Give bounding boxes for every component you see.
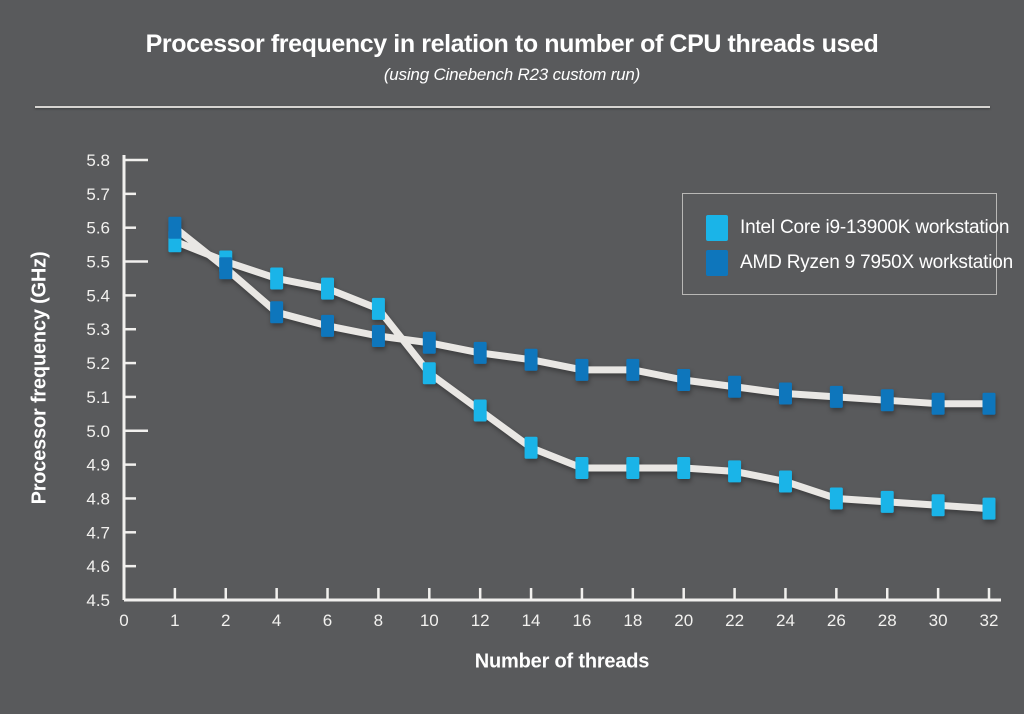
x-tick-label: 2 [221,611,230,630]
x-tick-label: 16 [572,611,591,630]
amd-data-marker [931,392,945,415]
x-axis-title: Number of threads [474,650,650,673]
amd-series-swatch [706,250,728,276]
x-tick-label: 4 [272,611,281,630]
amd-data-marker [982,392,996,415]
intel-data-marker [982,497,996,520]
x-tick-label: 8 [374,611,383,630]
y-tick-label: 5.0 [86,422,110,441]
y-tick-label: 5.2 [86,354,110,373]
legend: Intel Core i9-13900K workstation AMD Ryz… [682,193,1013,295]
y-axis-title: Processor frequency (GHz) [28,251,51,505]
x-tick-label: 20 [674,611,693,630]
amd-series-label: AMD Ryzen 9 7950X workstation [740,252,1013,273]
chart-title: Processor frequency in relation to numbe… [145,30,879,58]
x-tick-label: 22 [725,611,744,630]
intel-data-marker [829,487,843,510]
x-tick-label: 10 [420,611,439,630]
x-tick-label: 1 [170,611,179,630]
intel-data-marker [677,457,691,479]
x-tick-label: 32 [980,611,999,630]
y-tick-label: 5.3 [86,320,110,339]
intel-data-marker [931,494,945,517]
intel-data-marker [270,267,284,290]
y-tick-label: 5.6 [86,219,110,238]
y-tick-label: 5.7 [86,185,110,204]
y-tick-label: 4.7 [86,523,110,542]
y-tick-label: 5.1 [86,388,110,407]
y-tick-label: 4.8 [86,489,110,508]
x-tick-label: 14 [522,611,541,630]
amd-data-marker [168,216,182,239]
intel-data-marker [778,470,792,493]
y-tick-label: 5.8 [86,151,110,170]
amd-data-marker [524,348,538,371]
amd-data-marker [219,257,233,280]
intel-data-marker [422,362,436,385]
amd-data-marker [321,314,335,337]
series-group [168,216,996,520]
amd-data-marker [626,358,640,381]
x-tick-label: 18 [623,611,642,630]
amd-data-marker [728,375,742,398]
x-tick-label: 0 [119,611,128,630]
x-tick-label: 6 [323,611,332,630]
intel-data-marker [880,490,894,513]
legend-item-amd: AMD Ryzen 9 7950X workstation [706,250,1013,276]
header-divider [35,106,990,108]
intel-series-swatch [706,215,728,241]
y-tick-label: 4.5 [86,591,110,610]
intel-data-marker [371,297,385,320]
amd-data-marker [829,385,843,408]
amd-data-marker [270,301,284,324]
amd-data-marker [473,341,487,364]
intel-data-marker [626,457,640,479]
legend-item-intel: Intel Core i9-13900K workstation [706,215,1009,241]
y-tick-label: 5.4 [86,286,110,305]
intel-data-marker [321,277,335,300]
intel-data-marker [728,460,742,483]
amd-data-marker [880,389,894,412]
intel-series-label: Intel Core i9-13900K workstation [740,217,1010,238]
y-tick-label: 4.6 [86,557,110,576]
intel-data-marker [473,399,487,422]
x-tick-label: 26 [827,611,846,630]
y-tick-label: 5.5 [86,253,110,272]
intel-data-marker [575,457,589,479]
chart-header: Processor frequency in relation to numbe… [0,30,1024,85]
x-tick-label: 12 [471,611,490,630]
x-tick-label: 28 [878,611,897,630]
intel-data-marker [524,436,538,459]
amd-data-marker [575,358,589,381]
chart-subtitle: (using Cinebench R23 custom run) [383,65,641,84]
amd-data-marker [677,369,691,391]
y-tick-label: 4.9 [86,456,110,475]
amd-data-marker [778,382,792,405]
amd-data-marker [371,325,385,347]
x-tick-label: 24 [776,611,795,630]
amd-data-marker [422,331,436,354]
x-tick-label: 30 [929,611,948,630]
